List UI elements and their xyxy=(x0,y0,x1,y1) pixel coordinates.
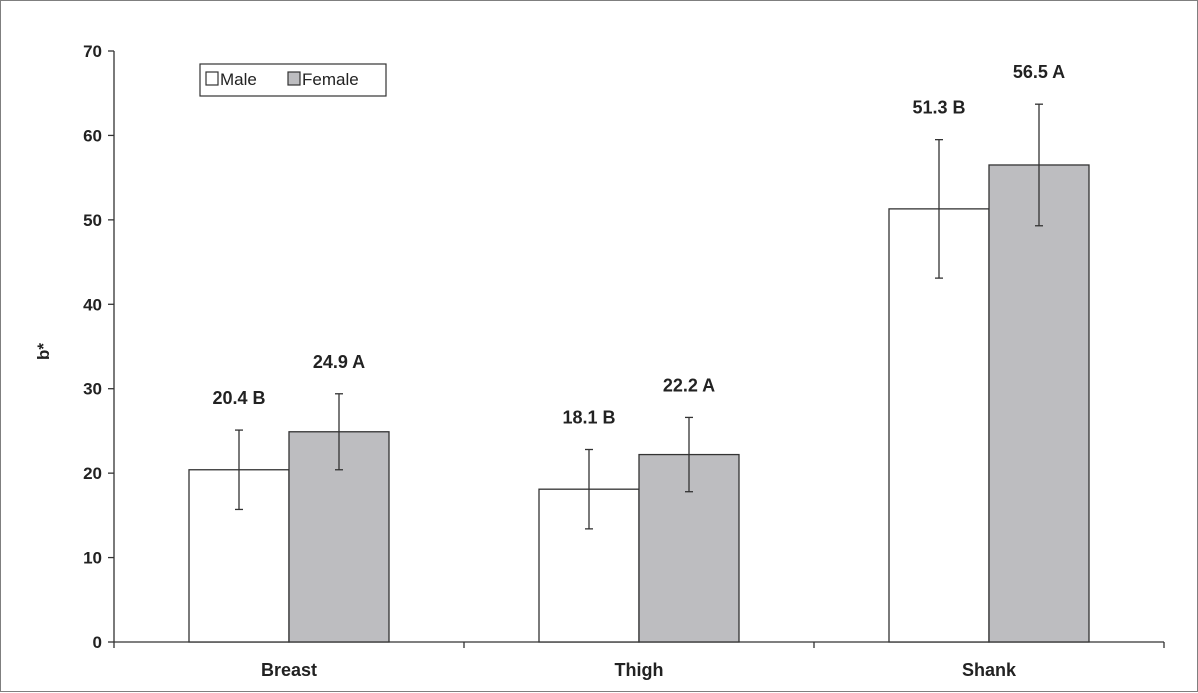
y-tick-label: 0 xyxy=(93,633,102,652)
data-label: 22.2 A xyxy=(663,375,715,395)
y-tick-label: 40 xyxy=(83,295,102,314)
y-tick-label: 60 xyxy=(83,126,102,145)
y-tick-label: 20 xyxy=(83,464,102,483)
y-tick-label: 30 xyxy=(83,380,102,399)
x-category-label: Breast xyxy=(261,660,317,680)
legend-label: Male xyxy=(220,70,257,89)
y-tick-label: 10 xyxy=(83,549,102,568)
data-label: 18.1 B xyxy=(562,408,615,428)
y-tick-label: 70 xyxy=(83,42,102,61)
data-label: 56.5 A xyxy=(1013,62,1065,82)
legend-label: Female xyxy=(302,70,359,89)
y-axis-title: b* xyxy=(34,343,53,360)
legend-swatch xyxy=(287,71,301,86)
data-label: 20.4 B xyxy=(212,388,265,408)
legend-box xyxy=(199,63,387,97)
x-category-label: Thigh xyxy=(615,660,664,680)
y-tick-label: 50 xyxy=(83,211,102,230)
legend-swatch xyxy=(205,71,219,86)
x-category-label: Shank xyxy=(962,660,1017,680)
data-label: 51.3 B xyxy=(912,98,965,118)
bar-female xyxy=(988,164,1090,643)
data-label: 24.9 A xyxy=(313,352,365,372)
